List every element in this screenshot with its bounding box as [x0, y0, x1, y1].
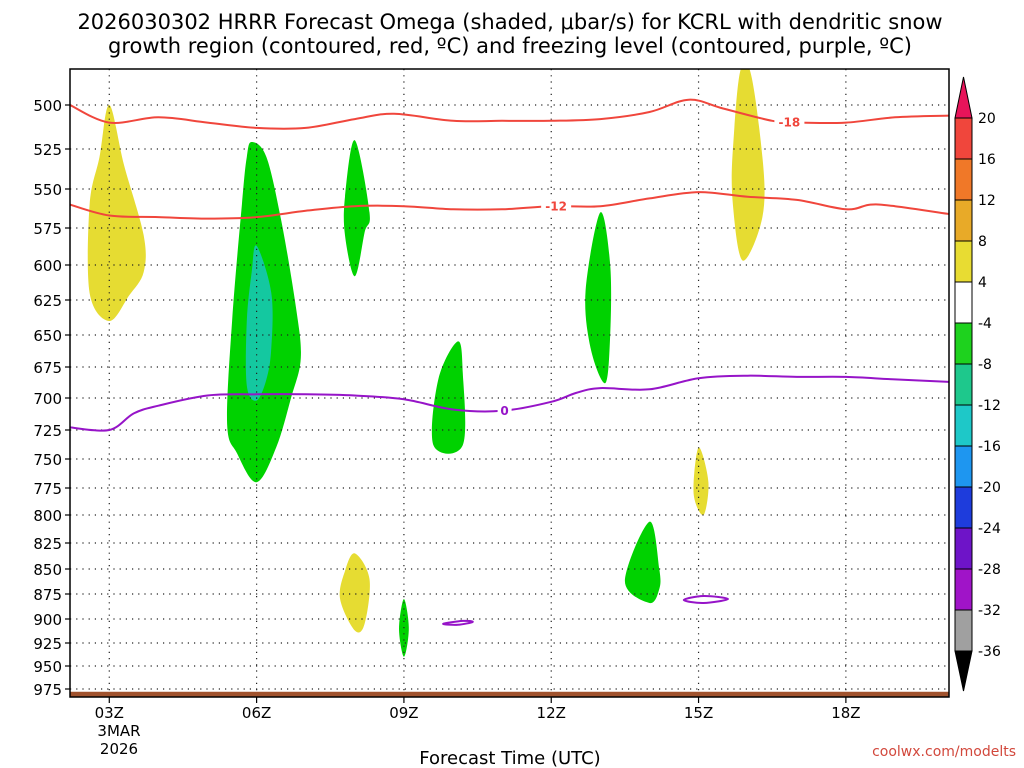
y-tick-label-575: 575 — [33, 220, 62, 238]
x-tick-label-09Z: 09Z — [389, 704, 418, 722]
y-tick-label-825: 825 — [33, 535, 62, 553]
colorbar-bin-8 — [954, 445, 973, 488]
x-axis-label: Forecast Time (UTC) — [419, 748, 600, 768]
date-label-year: 2026 — [100, 740, 138, 758]
chart-title-line-2: growth region (contoured, red, ºC) and f… — [108, 34, 912, 58]
omega-region-yellow-03z — [87, 104, 146, 322]
terrain-strip — [70, 691, 949, 697]
colorbar-bin-5 — [954, 322, 973, 365]
x-tick-label-15Z: 15Z — [684, 704, 713, 722]
y-tick-label-975: 975 — [33, 681, 62, 699]
x-axis-ticks: 03Z 06Z 09Z 12Z 15Z 18Z — [95, 697, 861, 722]
omega-region-yellow-15z — [693, 447, 709, 516]
x-tick-label-03Z: 03Z — [95, 704, 124, 722]
colorbar-label-13: -36 — [978, 644, 1001, 660]
contour-label-bg-dgz-minus-18 — [774, 115, 805, 130]
colorbar-bin-10 — [954, 527, 973, 570]
colorbar-bin-3 — [954, 240, 973, 283]
omega-region-green-13z — [585, 212, 612, 384]
y-tick-label-900: 900 — [33, 611, 62, 629]
y-tick-label-925: 925 — [33, 635, 62, 653]
y-tick-label-600: 600 — [33, 257, 62, 275]
colorbar-bottom-arrow — [954, 650, 973, 692]
omega-region-yellow-08z — [339, 553, 370, 633]
colorbar-bin-6 — [954, 363, 973, 406]
y-tick-label-675: 675 — [33, 359, 62, 377]
y-tick-label-775: 775 — [33, 480, 62, 498]
plot-background — [70, 69, 949, 697]
colorbar-label-2: 12 — [978, 193, 996, 209]
y-tick-label-700: 700 — [33, 390, 62, 408]
colorbar-bin-4 — [954, 281, 973, 324]
colorbar-bin-0 — [954, 117, 973, 160]
colorbar-bin-9 — [954, 486, 973, 529]
colorbar-bin-1 — [954, 158, 973, 201]
contour-label-dgz-minus-12: -12 — [545, 200, 567, 214]
contour-dgz-minus-12 — [70, 191, 949, 220]
colorbar-label-1: 16 — [978, 152, 996, 168]
x-tick-label-12Z: 12Z — [537, 704, 566, 722]
colorbar-bin-2 — [954, 199, 973, 242]
y-tick-label-725: 725 — [33, 422, 62, 440]
contour-label-dgz-minus-18: -18 — [779, 116, 801, 130]
omega-region-green-14z — [624, 521, 661, 604]
y-axis-ticks: 500 525 550 575 600 625 650 675 700 725 750 775 800 8… — [33, 97, 70, 699]
y-tick-label-650: 650 — [33, 327, 62, 345]
contour-label-freezing-level-0: 0 — [500, 404, 508, 418]
omega-region-green-08z — [343, 140, 370, 277]
plot-frame — [69, 68, 950, 698]
colorbar-label-0: 20 — [978, 111, 996, 127]
colorbar-label-10: -24 — [978, 521, 1001, 537]
y-tick-label-850: 850 — [33, 561, 62, 579]
colorbar-label-12: -32 — [978, 603, 1001, 619]
colorbar-label-3: 8 — [978, 234, 987, 250]
colorbar-bin-7 — [954, 404, 973, 447]
x-tick-label-06Z: 06Z — [242, 704, 271, 722]
y-tick-label-550: 550 — [33, 181, 62, 199]
plot-area: -18 -12 0 — [70, 69, 949, 697]
colorbar-bin-12 — [954, 609, 973, 652]
colorbar-label-8: -16 — [978, 439, 1001, 455]
colorbar-label-7: -12 — [978, 398, 1001, 414]
y-tick-label-800: 800 — [33, 507, 62, 525]
date-label-month: 3MAR — [97, 722, 140, 740]
omega-region-teal-06z — [245, 245, 273, 401]
colorbar-label-4: 4 — [978, 275, 987, 291]
contour-freezing-level-loop-a — [442, 619, 474, 626]
chart-title-line-1: 2026030302 HRRR Forecast Omega (shaded, … — [77, 10, 942, 34]
y-tick-label-500: 500 — [33, 97, 62, 115]
colorbar-top-arrow — [954, 76, 973, 119]
contour-label-bg-freezing-level-0 — [497, 403, 512, 418]
y-tick-label-525: 525 — [33, 141, 62, 159]
y-tick-label-950: 950 — [33, 658, 62, 676]
contour-label-bg-dgz-minus-12 — [541, 199, 572, 214]
y-tick-label-625: 625 — [33, 292, 62, 310]
plot-content: -18 -12 0 — [69, 68, 950, 698]
credit-text: coolwx.com/modelts — [872, 744, 1016, 760]
colorbar-label-5: -4 — [978, 316, 992, 332]
colorbar-label-9: -20 — [978, 480, 1001, 496]
contour-freezing-level-loop-b — [682, 594, 730, 605]
colorbar-label-6: -8 — [978, 357, 992, 373]
colorbar: 20 16 12 8 4 -4 -8 -12 -16 -20 -24 -28 -32 -36 — [954, 76, 1001, 692]
colorbar-bin-11 — [954, 568, 973, 611]
colorbar-label-11: -28 — [978, 562, 1001, 578]
y-tick-label-875: 875 — [33, 586, 62, 604]
y-tick-label-750: 750 — [33, 451, 62, 469]
x-tick-label-18Z: 18Z — [831, 704, 860, 722]
